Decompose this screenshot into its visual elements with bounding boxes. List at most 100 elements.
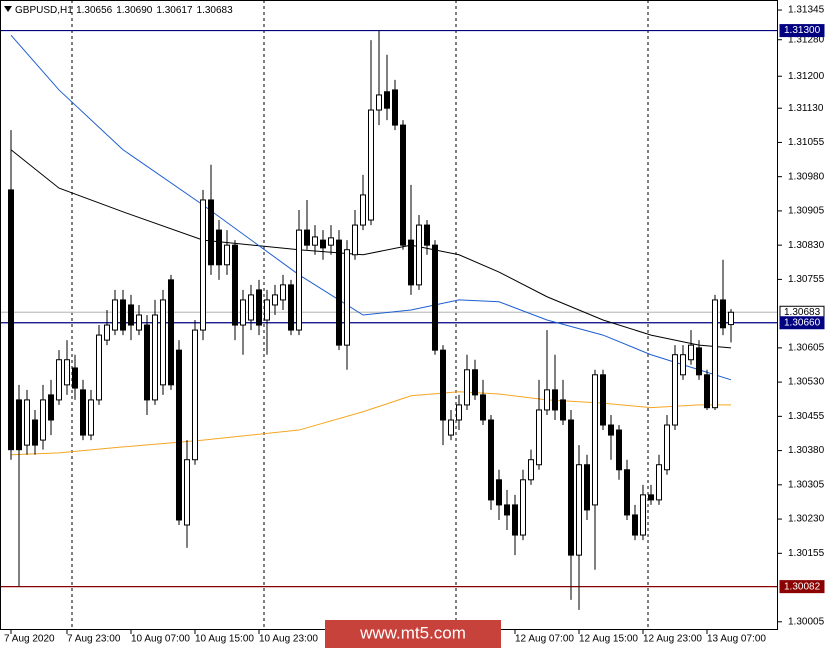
candle-body [200, 199, 206, 331]
candle-body [112, 299, 118, 331]
candle-body [240, 299, 246, 326]
candle-body [152, 314, 158, 401]
candle-body [368, 109, 374, 221]
x-tick-label: 10 Aug 15:00 [195, 634, 254, 645]
candle-body [440, 349, 446, 421]
symbol-header: GBPUSD,H1 1.30656 1.30690 1.30617 1.30683 [15, 5, 233, 16]
candle-body [232, 244, 238, 326]
candle-body [96, 334, 102, 401]
candle-body [272, 294, 278, 306]
candle-body [72, 367, 78, 389]
candle-body [616, 429, 622, 471]
candle-body [264, 299, 270, 321]
candle-body [584, 464, 590, 511]
candle-body [192, 329, 198, 461]
candle-body [520, 479, 526, 536]
candle-body [624, 469, 630, 516]
candle-body [680, 354, 686, 376]
price-label-box [779, 24, 825, 38]
symbol: GBPUSD,H1 [15, 5, 73, 16]
x-tick-label: 7 Aug 23:00 [67, 634, 121, 645]
price-label: 1.30683 [784, 307, 821, 318]
candle-body [712, 299, 718, 409]
candle-body [344, 249, 350, 346]
candle-body [600, 374, 606, 426]
candle-body [24, 399, 30, 446]
y-tick-label: 1.30230 [788, 514, 825, 525]
price-label: 1.30082 [784, 581, 821, 592]
candle-body [568, 419, 574, 556]
candle-body [384, 91, 390, 109]
candle-body [632, 514, 638, 536]
candle-body [640, 494, 646, 536]
candle-body [280, 284, 286, 301]
candle-body [488, 419, 494, 501]
candle-body [224, 244, 230, 266]
candle-body [128, 304, 134, 326]
candle-body [8, 189, 14, 451]
candle-body [336, 239, 342, 346]
y-tick-label: 1.30605 [788, 343, 825, 354]
price-label: 1.31300 [784, 25, 821, 36]
x-tick-label: 12 Aug 07:00 [515, 634, 574, 645]
candle-body [176, 349, 182, 521]
price-label-box [779, 580, 825, 594]
symbol-icon [4, 6, 12, 12]
candle-body [64, 359, 70, 386]
candle-body [16, 399, 22, 451]
candle-body [40, 399, 46, 441]
y-tick-label: 1.30755 [788, 274, 825, 285]
candle-body [136, 314, 142, 331]
candle-body [104, 324, 110, 341]
y-tick-label: 1.30830 [788, 240, 825, 251]
header-value: 1.30617 [156, 5, 193, 16]
candle-body [424, 224, 430, 246]
header-value: 1.30690 [116, 5, 153, 16]
candle-body [400, 124, 406, 246]
candle-body [528, 459, 534, 481]
x-tick-label: 10 Aug 23:00 [259, 634, 318, 645]
y-tick-label: 1.31280 [788, 34, 825, 45]
candle-body [160, 299, 166, 386]
candle-body [656, 464, 662, 501]
candle-body [576, 464, 582, 556]
candle-body [704, 374, 710, 409]
candle-body [448, 419, 454, 436]
candle-body [32, 419, 38, 446]
candle-body [168, 279, 174, 386]
x-tick-label: 10 Aug 07:00 [131, 634, 190, 645]
header-value: 1.30683 [197, 5, 234, 16]
x-tick-label: 12 Aug 23:00 [643, 634, 702, 645]
candle-body [456, 404, 462, 421]
candle-body [288, 284, 294, 331]
watermark: www.mt5.com [359, 623, 466, 642]
candle-body [560, 399, 566, 421]
candle-body [464, 369, 470, 406]
candle-body [728, 311, 734, 326]
candle-body [80, 389, 86, 436]
candle-body [312, 236, 318, 246]
candle-body [216, 229, 222, 266]
candle-body [664, 424, 670, 471]
candle-body [376, 94, 382, 111]
candle-body [48, 394, 54, 421]
candle-body [552, 389, 558, 411]
candle-body [320, 239, 326, 249]
y-tick-label: 1.31130 [788, 103, 824, 114]
candle-body [544, 389, 550, 411]
candle-body [360, 194, 366, 226]
plot-area [0, 0, 778, 630]
y-tick-label: 1.30905 [788, 206, 825, 217]
candle-body [408, 239, 414, 286]
candle-body [688, 344, 694, 361]
candle-body [720, 299, 726, 329]
candle-body [88, 399, 94, 436]
candle-body [536, 409, 542, 466]
candle-body [648, 494, 654, 501]
candle-body [256, 289, 262, 326]
y-tick-label: 1.31345 [788, 5, 825, 16]
y-tick-label: 1.30005 [788, 616, 825, 627]
x-tick-label: 13 Aug 07:00 [707, 634, 766, 645]
y-tick-label: 1.30380 [788, 445, 825, 456]
